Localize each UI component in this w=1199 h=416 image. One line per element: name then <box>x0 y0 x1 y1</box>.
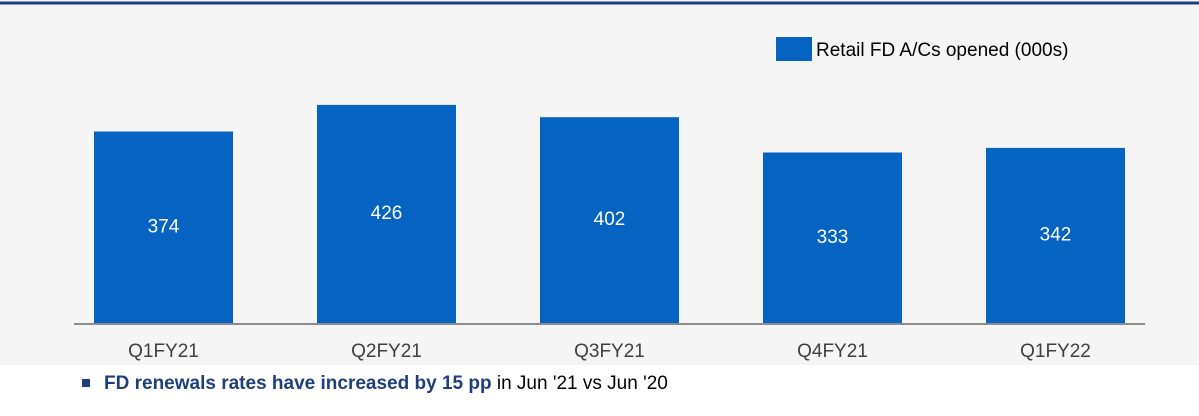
x-tick-label: Q4FY21 <box>797 341 868 362</box>
bar <box>317 104 456 323</box>
bullet <box>82 379 90 387</box>
bar <box>986 147 1125 323</box>
note-bold: FD renewals rates have increased by 15 p… <box>104 373 492 394</box>
value-label: 402 <box>594 209 626 230</box>
value-label: 426 <box>371 203 403 224</box>
value-label: 342 <box>1040 224 1072 245</box>
bar <box>94 131 233 323</box>
note-rest: in Jun '21 vs Jun '20 <box>492 373 668 394</box>
x-tick-label: Q1FY22 <box>1020 341 1091 362</box>
bar <box>540 117 679 324</box>
x-tick-label: Q3FY21 <box>574 341 645 362</box>
note: FD renewals rates have increased by 15 p… <box>104 373 668 394</box>
bar <box>763 152 902 323</box>
value-label: 374 <box>148 216 180 237</box>
legend-swatch <box>776 37 812 61</box>
x-tick-label: Q2FY21 <box>351 341 422 362</box>
legend-label: Retail FD A/Cs opened (000s) <box>816 40 1068 61</box>
x-tick-label: Q1FY21 <box>128 341 199 362</box>
value-label: 333 <box>817 227 849 248</box>
